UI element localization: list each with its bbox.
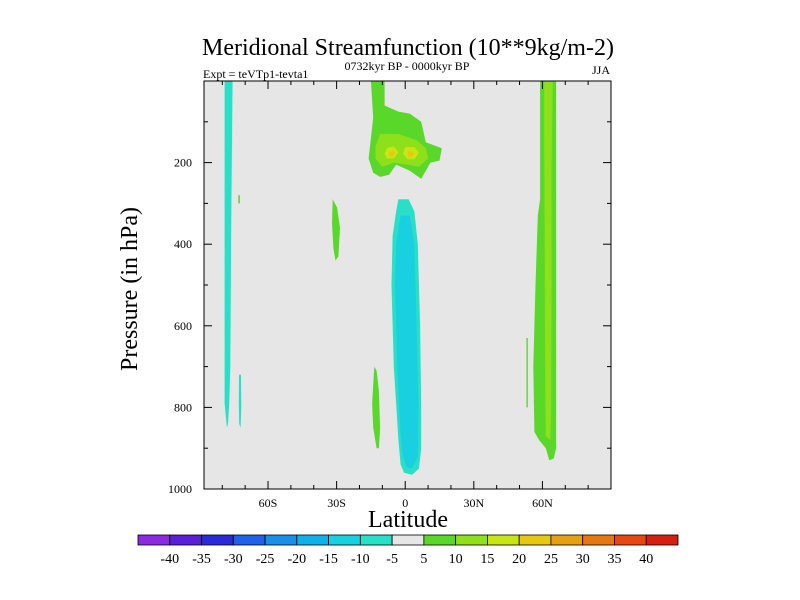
colorbar-label: 35 bbox=[607, 552, 621, 567]
sh-polar-positive-streak bbox=[238, 195, 240, 204]
contour-regions bbox=[224, 81, 557, 475]
colorbar bbox=[137, 534, 679, 546]
colorbar-swatch bbox=[455, 534, 488, 546]
equatorial-upper-positive-core bbox=[375, 134, 429, 167]
sh-polar-negative-drip bbox=[238, 374, 242, 428]
colorbar-label: -40 bbox=[160, 552, 179, 567]
colorbar-swatch bbox=[296, 534, 329, 546]
colorbar-label: 5 bbox=[420, 552, 427, 567]
y-tick-labels: 200 400 600 800 1000 bbox=[168, 156, 192, 496]
colorbar-swatch bbox=[264, 534, 298, 546]
y-axis-label: Pressure (in hPa) bbox=[117, 207, 143, 371]
x-tick-label: 30S bbox=[327, 496, 346, 510]
colorbar-label: -35 bbox=[192, 552, 211, 567]
period-subtitle: 0732kyr BP - 0000kyr BP bbox=[345, 59, 470, 73]
colorbar-label: 30 bbox=[576, 552, 590, 567]
equatorial-upper-positive-center-a bbox=[389, 151, 395, 157]
colorbar-label: -30 bbox=[224, 552, 243, 567]
colorbar-label: 40 bbox=[639, 552, 653, 567]
colorbar-swatch bbox=[423, 534, 457, 546]
colorbar-swatch bbox=[137, 534, 171, 546]
nh-polar-positive-core bbox=[544, 81, 553, 440]
experiment-subtitle: Expt = teVTp1-tevta1 bbox=[203, 67, 308, 81]
chart-title: Meridional Streamfunction (10**9kg/m-2) bbox=[202, 35, 614, 61]
colorbar-swatch bbox=[201, 534, 234, 546]
colorbar-swatch bbox=[232, 534, 266, 546]
colorbar-label: 25 bbox=[544, 552, 558, 567]
x-axis-label: Latitude bbox=[368, 507, 448, 533]
colorbar-swatch bbox=[614, 534, 647, 546]
plot-area bbox=[203, 80, 612, 490]
y-tick-label: 200 bbox=[174, 156, 192, 170]
plot-frame bbox=[203, 80, 612, 490]
x-tick-labels: 60S 30S 0 30N 60N bbox=[259, 496, 553, 510]
colorbar-swatch bbox=[645, 534, 679, 546]
x-tick-label: 60S bbox=[259, 496, 278, 510]
colorbar-label: -15 bbox=[319, 552, 338, 567]
sh-midlat-positive-lobe bbox=[332, 199, 340, 261]
y-tick-label: 400 bbox=[174, 237, 192, 251]
sh-polar-negative-column bbox=[224, 81, 233, 428]
colorbar-swatch bbox=[328, 534, 361, 546]
colorbar-swatch bbox=[391, 534, 425, 546]
colorbar-label: 10 bbox=[449, 552, 463, 567]
equatorial-negative-column-inner bbox=[394, 215, 419, 469]
equatorial-upper-positive-center-b bbox=[407, 151, 415, 157]
y-tick-label: 800 bbox=[174, 400, 192, 414]
colorbar-labels: -40 -35 -30 -25 -20 -15 -10 -5 5 10 15 20 25 30 35 40 bbox=[160, 552, 653, 567]
equatorial-lower-positive-lobe bbox=[372, 366, 381, 449]
colorbar-swatch bbox=[518, 534, 552, 546]
y-tick-label: 1000 bbox=[168, 482, 192, 496]
colorbar-swatch bbox=[550, 534, 584, 546]
colorbar-label: -10 bbox=[351, 552, 370, 567]
season-subtitle: JJA bbox=[592, 63, 610, 77]
x-tick-label: 60N bbox=[532, 496, 553, 510]
colorbar-label: 20 bbox=[512, 552, 526, 567]
axis-ticks bbox=[204, 81, 612, 490]
colorbar-swatch bbox=[582, 534, 615, 546]
colorbar-label: -5 bbox=[386, 552, 398, 567]
colorbar-swatch bbox=[487, 534, 520, 546]
colorbar-label: -20 bbox=[287, 552, 306, 567]
colorbar-swatch bbox=[359, 534, 393, 546]
nh-subpolar-positive-speck bbox=[526, 338, 528, 408]
colorbar-label: 15 bbox=[480, 552, 494, 567]
x-tick-label: 30N bbox=[463, 496, 484, 510]
colorbar-label: -25 bbox=[256, 552, 275, 567]
y-tick-label: 600 bbox=[174, 319, 192, 333]
colorbar-swatch bbox=[169, 534, 202, 546]
x-tick-label: 0 bbox=[402, 496, 408, 510]
